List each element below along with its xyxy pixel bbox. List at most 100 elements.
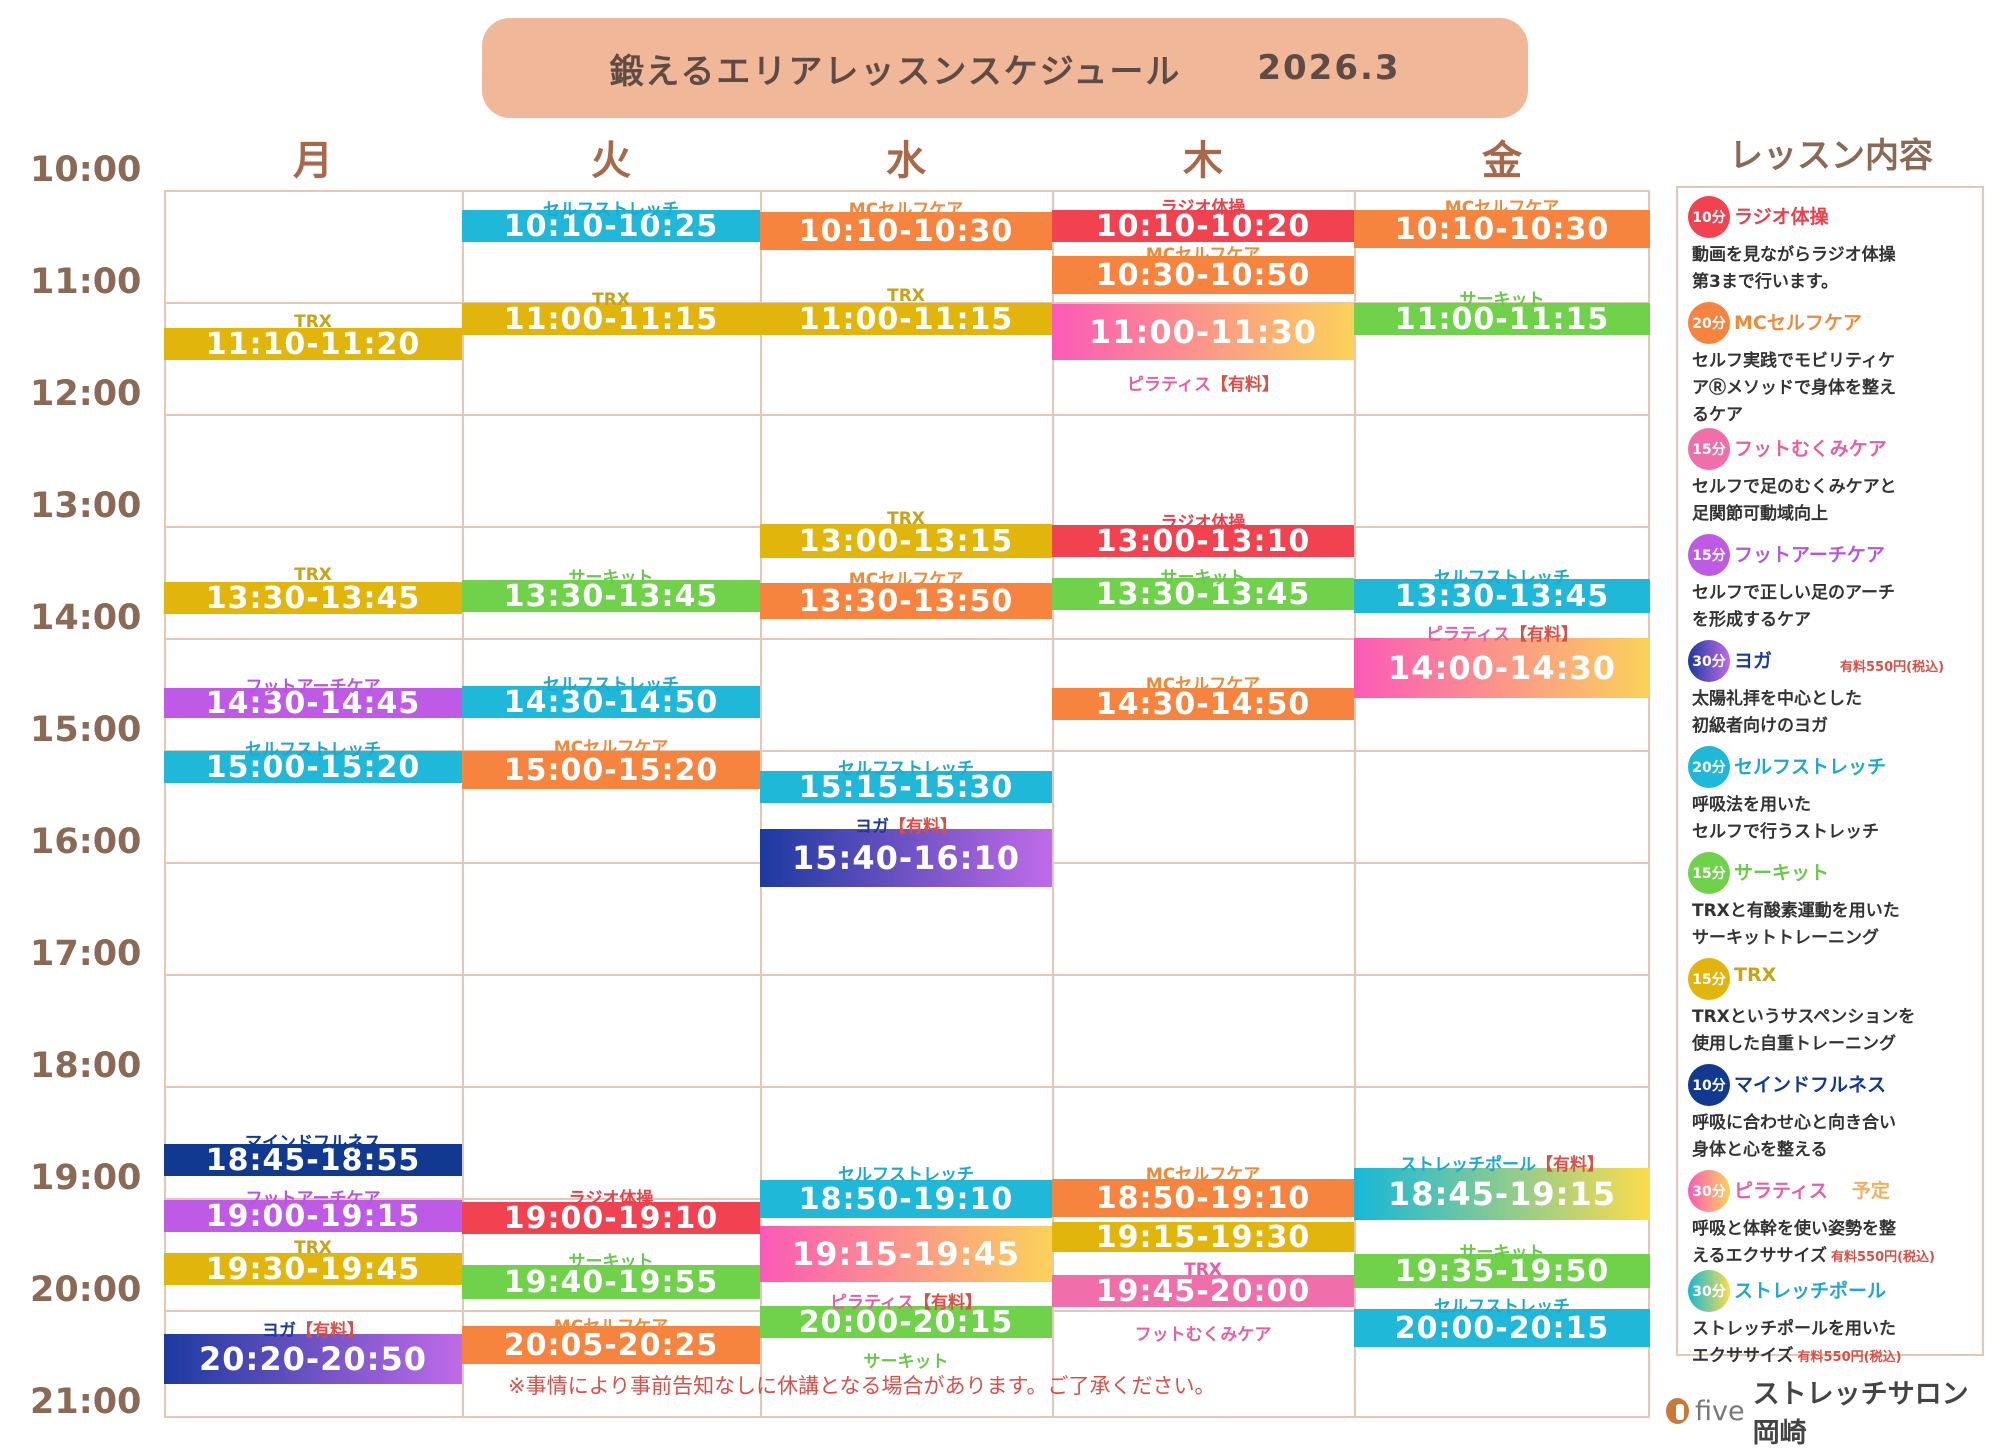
lesson-time-block[interactable]: 10:30-10:50: [1052, 256, 1354, 294]
lesson-time-block[interactable]: 19:15-19:45: [760, 1226, 1052, 1282]
day-header-wed: 水: [886, 138, 926, 184]
legend-description: 動画を見ながらラジオ体操 第3まで行います。: [1692, 245, 1896, 292]
lesson-time-block[interactable]: 19:45-20:00: [1052, 1274, 1354, 1309]
lesson-name: セルフストレッチ: [1354, 1292, 1650, 1317]
legend-description: セルフで足のむくみケアと 足関節可動域向上: [1692, 477, 1897, 524]
lesson-time-block[interactable]: 19:00-19:15: [164, 1199, 462, 1234]
lesson-name: サーキット: [1354, 285, 1650, 310]
lesson-name-text: ストレッチポール: [1400, 1155, 1536, 1175]
lesson-time-block[interactable]: 20:05-20:25: [462, 1326, 760, 1364]
legend-description: 呼吸と体幹を使い姿勢を整 えるエクササイズ 有料550円(税込): [1692, 1219, 1936, 1266]
lesson-name-text: ピラティス: [830, 1293, 914, 1313]
lesson-name-text: ピラティス: [1127, 375, 1211, 395]
lesson-name-text: TRX: [887, 509, 925, 529]
lesson-time-block[interactable]: 15:00-15:20: [462, 751, 760, 789]
lesson-time-block[interactable]: 10:10-10:25: [462, 208, 760, 244]
day-divider: [1052, 190, 1054, 1418]
lesson-time-block[interactable]: 19:00-19:10: [462, 1200, 760, 1236]
lesson-time-block[interactable]: 13:30-13:50: [760, 583, 1052, 619]
lesson-name: セルフストレッチ: [164, 735, 462, 760]
lesson-time-block[interactable]: 19:40-19:55: [462, 1265, 760, 1300]
lesson-time-block[interactable]: 13:30-13:45: [164, 580, 462, 616]
lesson-name: サーキット: [462, 1247, 760, 1272]
day-divider: [1354, 190, 1356, 1418]
hour-gridline: [164, 638, 1650, 640]
lesson-time-block[interactable]: 20:00-20:15: [1354, 1309, 1650, 1347]
lesson-time-block[interactable]: 18:50-19:10: [760, 1180, 1052, 1218]
lesson-name-text: TRX: [294, 312, 332, 332]
lesson-time-block[interactable]: 14:30-14:50: [1052, 686, 1354, 722]
legend-lesson-name: フットアーチケア: [1734, 544, 1885, 566]
lesson-time: 19:00-19:10: [503, 1200, 719, 1236]
lesson-name: ラジオ体操: [1052, 193, 1354, 218]
lesson-time: 14:30-14:50: [1095, 686, 1311, 722]
lesson-time-block[interactable]: 15:40-16:10: [760, 829, 1052, 887]
lesson-time-block[interactable]: 13:00-13:10: [1052, 523, 1354, 559]
lesson-time: 13:30-13:45: [503, 578, 719, 614]
lesson-name-text: セルフストレッチ: [543, 200, 679, 220]
lesson-time-block[interactable]: 13:00-13:15: [760, 524, 1052, 559]
lesson-time-block[interactable]: 11:00-11:15: [1354, 301, 1650, 337]
lesson-name-text: フットむくみケア: [1134, 1325, 1272, 1345]
paid-tag: 【有料】: [913, 1293, 982, 1313]
lesson-time-block[interactable]: 11:00-11:15: [760, 302, 1052, 337]
lesson-name-text: MCセルフケア: [1145, 245, 1261, 265]
time-label: 14:00: [30, 598, 142, 638]
lesson-time: 11:00-11:15: [1394, 301, 1610, 337]
lesson-name-text: MCセルフケア: [1145, 1165, 1261, 1185]
day-header-mon: 月: [293, 138, 333, 184]
lesson-time-block[interactable]: 10:10-10:30: [760, 212, 1052, 250]
lesson-name: MCセルフケア: [462, 1312, 760, 1337]
hour-gridline: [164, 974, 1650, 976]
lesson-name-text: フットアーチケア: [245, 1189, 381, 1209]
lesson-name: MCセルフケア: [1052, 670, 1354, 695]
lesson-time: 18:45-18:55: [205, 1142, 421, 1178]
legend-description: 呼吸法を用いた セルフで行うストレッチ: [1692, 795, 1879, 842]
lesson-time-block[interactable]: 14:00-14:30: [1354, 638, 1650, 698]
lesson-name: MCセルフケア: [462, 733, 760, 758]
paid-tag: 【有料】: [1509, 625, 1578, 645]
legend-lesson-name: ストレッチポール: [1734, 1280, 1887, 1302]
lesson-name: サーキット: [1354, 1238, 1650, 1263]
lesson-name-text: セルフストレッチ: [245, 740, 381, 760]
lesson-time-block[interactable]: 15:00-15:20: [164, 750, 462, 785]
lesson-time-block[interactable]: 20:00-20:15: [760, 1305, 1052, 1340]
lesson-name-text: MCセルフケア: [1145, 675, 1261, 695]
lesson-time-block[interactable]: 18:45-19:15: [1354, 1168, 1650, 1220]
lesson-name: サーキット: [760, 1347, 1052, 1372]
lesson-time-block[interactable]: 13:30-13:45: [1354, 579, 1650, 614]
duration-badge: 15分: [1688, 852, 1730, 894]
lesson-time-block[interactable]: 15:15-15:30: [760, 770, 1052, 805]
lesson-name-text: ラジオ体操: [568, 1189, 654, 1209]
lesson-time: 10:10-10:25: [503, 208, 719, 244]
lesson-time-block[interactable]: 11:00-11:30: [1052, 304, 1354, 360]
lesson-time: 13:00-13:10: [1095, 523, 1311, 559]
lesson-name: TRX: [164, 312, 462, 332]
lesson-name-text: MCセルフケア: [848, 570, 964, 590]
lesson-name: フットアーチケア: [164, 672, 462, 697]
lesson-time-block[interactable]: 14:30-14:45: [164, 686, 462, 721]
time-label: 20:00: [30, 1270, 142, 1310]
lesson-time-block[interactable]: 13:30-13:45: [462, 578, 760, 614]
lesson-time-block[interactable]: 10:10-10:30: [1354, 210, 1650, 248]
paid-tag: 【有料】: [1210, 375, 1279, 395]
lesson-time-block[interactable]: 11:00-11:15: [462, 302, 760, 337]
lesson-time-block[interactable]: 14:30-14:50: [462, 685, 760, 720]
lesson-time-block[interactable]: 18:45-18:55: [164, 1142, 462, 1178]
lesson-time-block[interactable]: 19:35-19:50: [1354, 1254, 1650, 1289]
lesson-name-text: サーキット: [863, 1352, 949, 1372]
lesson-name-text: MCセルフケア: [553, 1317, 669, 1337]
lesson-time-block[interactable]: 10:10-10:20: [1052, 209, 1354, 244]
lesson-time-block[interactable]: 18:50-19:10: [1052, 1179, 1354, 1217]
lesson-time: 14:00-14:30: [1388, 649, 1616, 687]
lesson-name: セルフストレッチ: [760, 1160, 1052, 1185]
lesson-time-block[interactable]: 20:20-20:50: [164, 1334, 462, 1384]
lesson-time-block[interactable]: 13:30-13:45: [1052, 577, 1354, 612]
lesson-time-block[interactable]: 11:10-11:20: [164, 327, 462, 362]
legend-lesson-name: セルフストレッチ: [1734, 756, 1887, 778]
lesson-time-block[interactable]: 19:30-19:45: [164, 1252, 462, 1287]
lesson-time: 13:30-13:45: [205, 580, 421, 616]
lesson-time-block[interactable]: 19:15-19:30: [1052, 1220, 1354, 1255]
lesson-name-text: サーキット: [568, 568, 654, 588]
lesson-time: 19:15-19:45: [792, 1235, 1020, 1273]
